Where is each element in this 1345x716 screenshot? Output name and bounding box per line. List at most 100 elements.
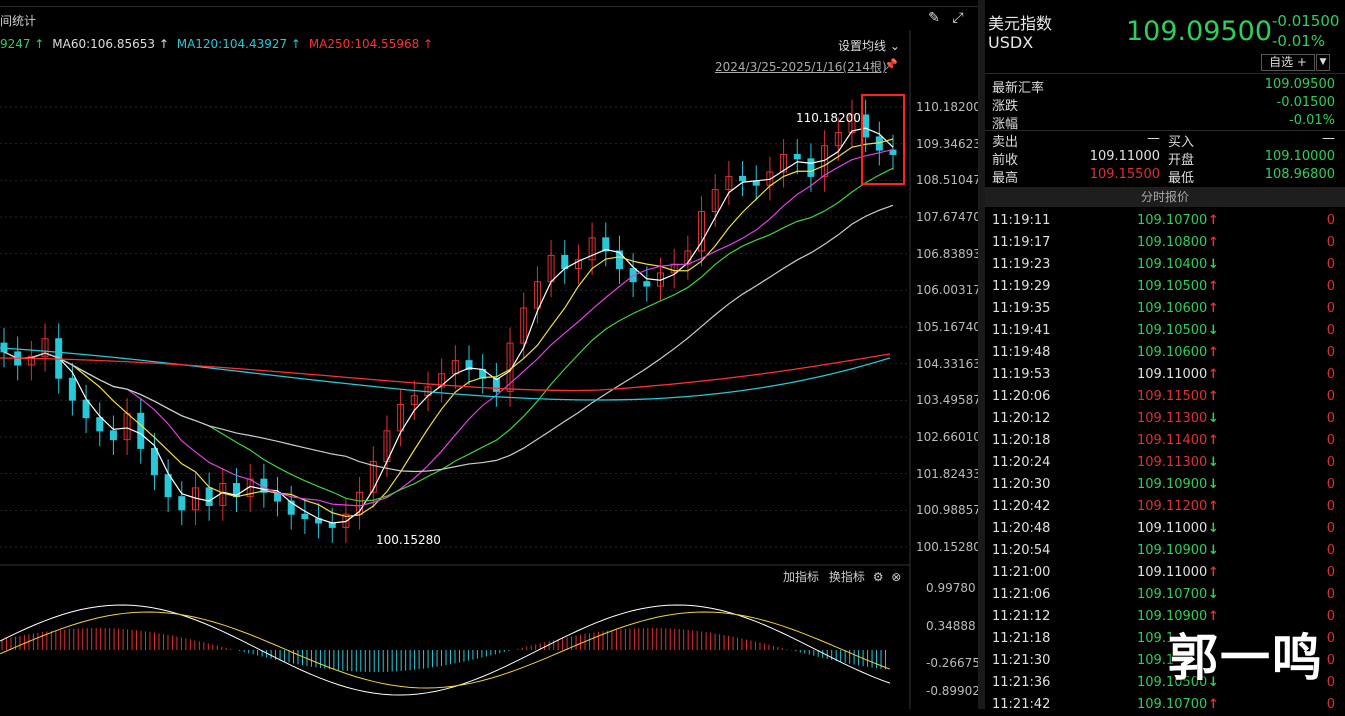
- kline-chart-panel[interactable]: 间统计 ✎ ⤢ 9247 ↑ MA60:106.85653 ↑ MA120:10…: [0, 0, 981, 709]
- tick-price: 109.11000: [1137, 565, 1208, 580]
- tick-row[interactable]: 11:21:36 109.10500 ↓ 0: [985, 672, 1345, 694]
- candlestick-chart[interactable]: [0, 0, 978, 709]
- switch-indicator-button[interactable]: 换指标: [828, 570, 865, 584]
- tick-row[interactable]: 11:19:35 109.10600 ↑ 0: [985, 298, 1345, 320]
- close-icon[interactable]: ⊗: [891, 570, 902, 584]
- tick-volume: 0: [1326, 367, 1335, 382]
- tick-volume: 0: [1326, 521, 1335, 536]
- set-ma-button[interactable]: 设置均线 ⌄: [838, 39, 900, 53]
- tick-price: 109.10600: [1137, 345, 1208, 360]
- candle: [698, 211, 706, 252]
- sub-axis-label: 0.34888: [926, 619, 976, 633]
- tick-row[interactable]: 11:21:30 109.1 0: [985, 650, 1345, 672]
- candle: [834, 132, 842, 147]
- tick-row[interactable]: 11:21:42 109.10700 ↑ 0: [985, 694, 1345, 716]
- tick-time: 11:21:12: [992, 609, 1051, 624]
- ma-line-short: [3, 127, 894, 524]
- tick-arrow-icon: ↑: [1208, 697, 1219, 712]
- tick-price: 109.10700: [1137, 213, 1208, 228]
- tick-arrow-icon: ↑: [1208, 389, 1219, 404]
- tick-price: 109.10900: [1137, 477, 1208, 492]
- price-axis-label: 102.66010: [916, 430, 981, 444]
- tick-price: 109.10800: [1137, 235, 1208, 250]
- candle: [150, 447, 158, 476]
- sub-axis-label: -0.89902: [926, 684, 980, 698]
- tick-price: 109.10500: [1137, 323, 1208, 338]
- candle: [780, 153, 788, 173]
- tick-volume: 0: [1326, 675, 1335, 690]
- tick-time: 11:20:42: [992, 499, 1051, 514]
- tick-row[interactable]: 11:19:23 109.10400 ↓ 0: [985, 254, 1345, 276]
- tick-volume: 0: [1326, 411, 1335, 426]
- ticks-header: 分时报价: [985, 187, 1345, 207]
- pin-icon[interactable]: 📌: [884, 58, 898, 71]
- tick-row[interactable]: 11:20:54 109.10900 ↓ 0: [985, 540, 1345, 562]
- tick-row[interactable]: 11:19:53 109.11000 ↑ 0: [985, 364, 1345, 386]
- tick-row[interactable]: 11:21:18 109.1 0: [985, 628, 1345, 650]
- tick-arrow-icon: ↑: [1208, 433, 1219, 448]
- tick-row[interactable]: 11:19:41 109.10500 ↓ 0: [985, 320, 1345, 342]
- candle: [178, 496, 186, 511]
- fullscreen-icon[interactable]: ⤢: [952, 10, 964, 26]
- add-watchlist-button[interactable]: 自选 +: [1261, 54, 1315, 71]
- tick-price: 109.10900: [1137, 543, 1208, 558]
- watchlist-dropdown-icon[interactable]: ▼: [1316, 54, 1330, 71]
- tick-arrow-icon: ↓: [1208, 521, 1219, 536]
- tick-arrow-icon: ↓: [1208, 257, 1219, 272]
- date-range-label[interactable]: 2024/3/25-2025/1/16(214根): [715, 60, 887, 74]
- macd-dif-line: [0, 604, 891, 696]
- tick-row[interactable]: 11:20:18 109.11400 ↑ 0: [985, 430, 1345, 452]
- tick-price: 109.11000: [1137, 367, 1208, 382]
- candle: [848, 114, 856, 134]
- tick-time: 11:20:18: [992, 433, 1051, 448]
- tick-arrow-icon: ↑: [1208, 609, 1219, 624]
- add-indicator-button[interactable]: 加指标: [783, 570, 820, 584]
- tick-row[interactable]: 11:20:48 109.11000 ↓ 0: [985, 518, 1345, 540]
- macd-dea-line: [0, 611, 891, 689]
- candle: [602, 237, 610, 252]
- tick-row[interactable]: 11:20:30 109.10900 ↓ 0: [985, 474, 1345, 496]
- tick-row[interactable]: 11:19:17 109.10800 ↑ 0: [985, 232, 1345, 254]
- tick-time: 11:21:30: [992, 653, 1051, 668]
- tick-price: 109.10900: [1137, 609, 1208, 624]
- tick-time: 11:21:36: [992, 675, 1051, 690]
- tick-row[interactable]: 11:19:11 109.10700 ↑ 0: [985, 210, 1345, 232]
- tick-row[interactable]: 11:20:24 109.11300 ↓ 0: [985, 452, 1345, 474]
- candle: [109, 430, 117, 441]
- price-axis-label: 100.15280: [916, 540, 981, 554]
- tick-price: 109.10500: [1137, 675, 1208, 690]
- candle: [205, 487, 213, 506]
- price-change-pct: -0.01%: [1272, 32, 1326, 50]
- ma-line-120: [0, 347, 891, 401]
- tick-row[interactable]: 11:20:06 109.11500 ↑ 0: [985, 386, 1345, 408]
- brush-icon[interactable]: ✎: [928, 10, 940, 26]
- tick-price: 109.1: [1137, 631, 1175, 646]
- tick-volume: 0: [1326, 543, 1335, 558]
- tick-time: 11:19:29: [992, 279, 1051, 294]
- tick-time: 11:20:30: [992, 477, 1051, 492]
- tick-row[interactable]: 11:21:12 109.10900 ↑ 0: [985, 606, 1345, 628]
- candle: [793, 153, 801, 160]
- panel-splitter[interactable]: [978, 0, 985, 709]
- tick-volume: 0: [1326, 323, 1335, 338]
- gear-icon[interactable]: ⚙: [872, 570, 884, 584]
- tick-row[interactable]: 11:19:48 109.10600 ↑ 0: [985, 342, 1345, 364]
- tick-list[interactable]: 11:19:11 109.10700 ↑ 0 11:19:17 109.10800 ↑ 0 11…: [985, 210, 1345, 716]
- price-axis-label: 105.16740: [916, 320, 981, 334]
- tick-time: 11:20:12: [992, 411, 1051, 426]
- tick-time: 11:21:18: [992, 631, 1051, 646]
- tick-arrow-icon: ↑: [1208, 235, 1219, 250]
- tick-arrow-icon: ↓: [1208, 411, 1219, 426]
- tick-volume: 0: [1326, 565, 1335, 580]
- price-axis-label: 100.98857: [916, 503, 981, 518]
- tick-row[interactable]: 11:19:29 109.10500 ↑ 0: [985, 276, 1345, 298]
- info-separator: [985, 73, 1345, 74]
- tick-arrow-icon: ↓: [1208, 477, 1219, 492]
- tick-row[interactable]: 11:21:00 109.11000 ↑ 0: [985, 562, 1345, 584]
- tick-row[interactable]: 11:20:12 109.11300 ↓ 0: [985, 408, 1345, 430]
- tick-row[interactable]: 11:21:06 109.10700 ↓ 0: [985, 584, 1345, 606]
- tick-volume: 0: [1326, 499, 1335, 514]
- tick-time: 11:20:06: [992, 389, 1051, 404]
- tick-row[interactable]: 11:20:42 109.11200 ↑ 0: [985, 496, 1345, 518]
- candle: [588, 237, 596, 261]
